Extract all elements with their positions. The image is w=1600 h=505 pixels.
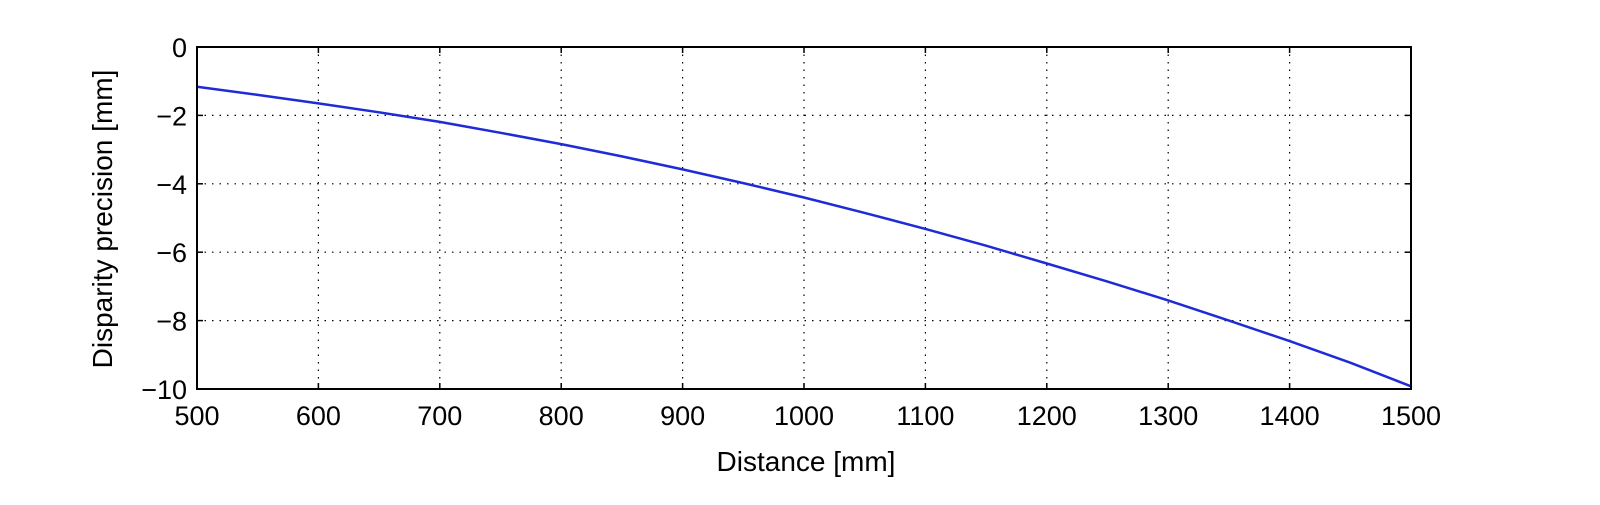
plot-area-border (196, 46, 1412, 390)
x-tick-label: 1400 (1260, 401, 1320, 431)
x-tick-label: 1300 (1138, 401, 1198, 431)
grid-lines (196, 46, 1412, 390)
y-axis-ticks: 0 −2 −4 −6 −8 −10 (141, 33, 1411, 405)
x-axis-label: Distance [mm] (717, 446, 896, 477)
x-axis-ticks: 500 600 700 800 900 1000 1100 1200 1300 1400 1500 (174, 47, 1441, 431)
series-layer (196, 85, 1412, 388)
y-tick-label: −10 (141, 375, 187, 405)
x-tick-label: 1000 (774, 401, 834, 431)
y-tick-label: 0 (172, 33, 187, 63)
y-tick-label: −8 (156, 307, 187, 337)
plot-frame (196, 46, 1412, 390)
x-tick-label: 1500 (1381, 401, 1441, 431)
x-tick-label: 1100 (896, 401, 954, 431)
x-tick-label: 700 (417, 401, 462, 431)
x-tick-label: 600 (296, 401, 341, 431)
y-axis-label: Disparity precision [mm] (87, 70, 118, 369)
x-tick-label: 800 (539, 401, 584, 431)
y-tick-label: −2 (156, 101, 187, 131)
x-tick-label: 1200 (1017, 401, 1077, 431)
series-line (196, 85, 1412, 388)
x-tick-label: 500 (174, 401, 219, 431)
y-tick-label: −6 (156, 238, 187, 268)
x-tick-label: 900 (660, 401, 705, 431)
y-tick-label: −4 (156, 170, 187, 200)
